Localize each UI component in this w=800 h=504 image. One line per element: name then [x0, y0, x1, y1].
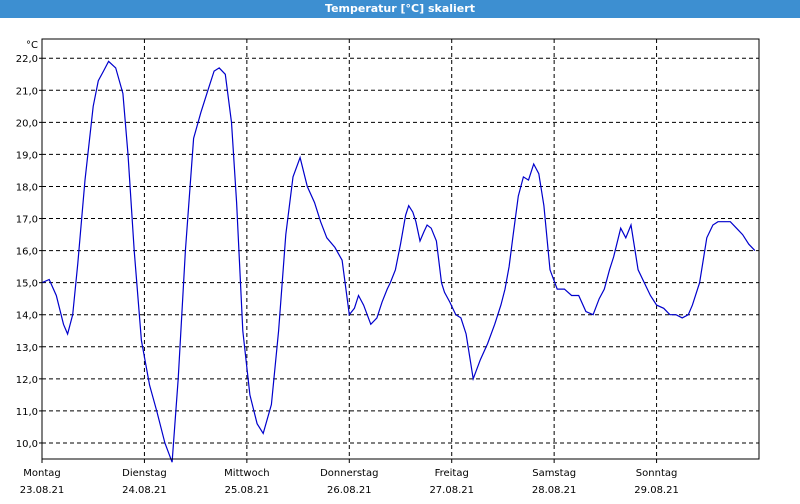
y-tick-label: 13,0 — [16, 343, 38, 354]
series-line — [41, 60, 756, 463]
x-tick-date: 24.08.21 — [122, 485, 167, 496]
y-tick-label: 12,0 — [16, 375, 38, 386]
x-tick-day: Samstag — [532, 468, 576, 479]
y-tick-label: 16,0 — [16, 247, 38, 258]
x-tick-day: Donnerstag — [320, 468, 378, 479]
x-tick-date: 27.08.21 — [429, 485, 474, 496]
y-tick-label: 11,0 — [16, 407, 38, 418]
plot-area: 10,0 11,0 12,0 13,0 14,0 15,0 16,0 17,0 18,0 19,0… — [0, 18, 800, 500]
x-tick-date: 23.08.21 — [20, 485, 65, 496]
grid — [42, 39, 759, 459]
y-tick-label: 21,0 — [16, 86, 38, 97]
y-tick-label: 19,0 — [16, 150, 38, 161]
y-tick-label: 18,0 — [16, 182, 38, 193]
x-tick-day: Dienstag — [122, 468, 167, 479]
y-tick-label: 20,0 — [16, 118, 38, 129]
y-tick-label: 22,0 — [16, 54, 38, 65]
x-tick-date: 25.08.21 — [225, 485, 270, 496]
chart-title: Temperatur [°C] skaliert — [0, 0, 800, 18]
plot-frame — [41, 38, 760, 460]
y-tick-label: 15,0 — [16, 279, 38, 290]
x-tick-date: 28.08.21 — [532, 485, 577, 496]
x-tick-day: Mittwoch — [224, 468, 269, 479]
temperature-chart: 10,0 11,0 12,0 13,0 14,0 15,0 16,0 17,0 18,0 19,0… — [16, 38, 760, 496]
x-tick-day: Montag — [23, 468, 60, 479]
x-tick-date: 29.08.21 — [634, 485, 679, 496]
y-axis: 10,0 11,0 12,0 13,0 14,0 15,0 16,0 17,0 18,0 19,0… — [16, 54, 42, 450]
y-axis-label: °C — [26, 40, 38, 51]
y-tick-label: 17,0 — [16, 215, 38, 226]
y-tick-label: 10,0 — [16, 439, 38, 450]
x-tick-date: 26.08.21 — [327, 485, 372, 496]
x-tick-day: Freitag — [435, 468, 469, 479]
x-axis: Montag 23.08.21 Dienstag 24.08.21 Mittwoch 25… — [20, 459, 679, 496]
y-tick-label: 14,0 — [16, 311, 38, 322]
x-tick-day: Sonntag — [636, 468, 678, 479]
